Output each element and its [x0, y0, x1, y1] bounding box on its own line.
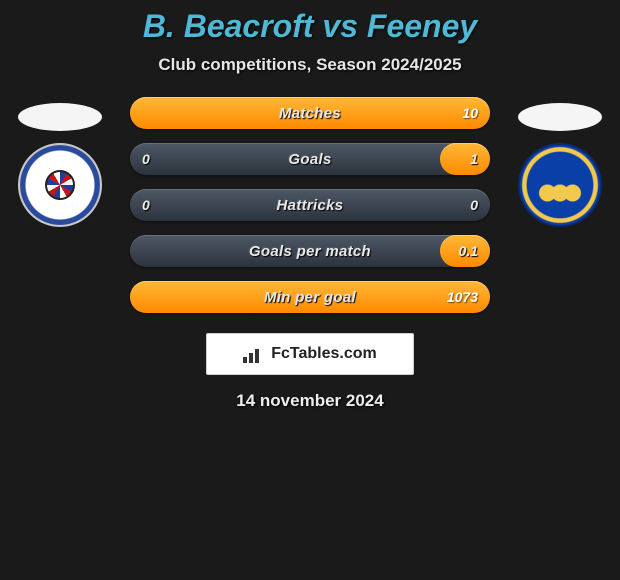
right-country-flag-placeholder: [518, 103, 602, 131]
left-player-column: [10, 97, 110, 227]
stat-row-goals: Goals 0 1: [130, 143, 490, 175]
stat-right-value: 0.1: [459, 235, 478, 267]
comparison-card: B. Beacroft vs Feeney Club competitions,…: [0, 0, 620, 411]
stat-label: Hattricks: [277, 197, 344, 214]
left-club-crest: [18, 143, 102, 227]
stat-label: Min per goal: [264, 289, 356, 306]
right-player-column: [510, 97, 610, 227]
watermark-text: FcTables.com: [271, 345, 377, 363]
stats-column: Matches 10 Goals 0 1 Hattricks 0 0 Goals per mat…: [130, 97, 490, 327]
watermark[interactable]: FcTables.com: [206, 333, 414, 375]
right-club-crest: [518, 143, 602, 227]
left-country-flag-placeholder: [18, 103, 102, 131]
season-subtitle: Club competitions, Season 2024/2025: [0, 55, 620, 75]
stat-row-goals-per-match: Goals per match 0.1: [130, 235, 490, 267]
stat-right-value: 10: [462, 97, 478, 129]
stat-label: Goals: [288, 151, 331, 168]
stat-row-hattricks: Hattricks 0 0: [130, 189, 490, 221]
stat-label: Goals per match: [249, 243, 371, 260]
snapshot-date: 14 november 2024: [0, 391, 620, 411]
stat-left-value: 0: [142, 143, 150, 175]
stat-right-value: 1: [470, 143, 478, 175]
stat-label: Matches: [279, 105, 341, 122]
stat-right-value: 0: [470, 189, 478, 221]
stat-row-min-per-goal: Min per goal 1073: [130, 281, 490, 313]
stat-right-value: 1073: [447, 281, 478, 313]
page-title: B. Beacroft vs Feeney: [0, 8, 620, 45]
bar-chart-arrow-icon: [243, 345, 265, 363]
stat-row-matches: Matches 10: [130, 97, 490, 129]
main-row: Matches 10 Goals 0 1 Hattricks 0 0 Goals per mat…: [0, 97, 620, 327]
stat-left-value: 0: [142, 189, 150, 221]
stat-fill-bar: [440, 143, 490, 175]
